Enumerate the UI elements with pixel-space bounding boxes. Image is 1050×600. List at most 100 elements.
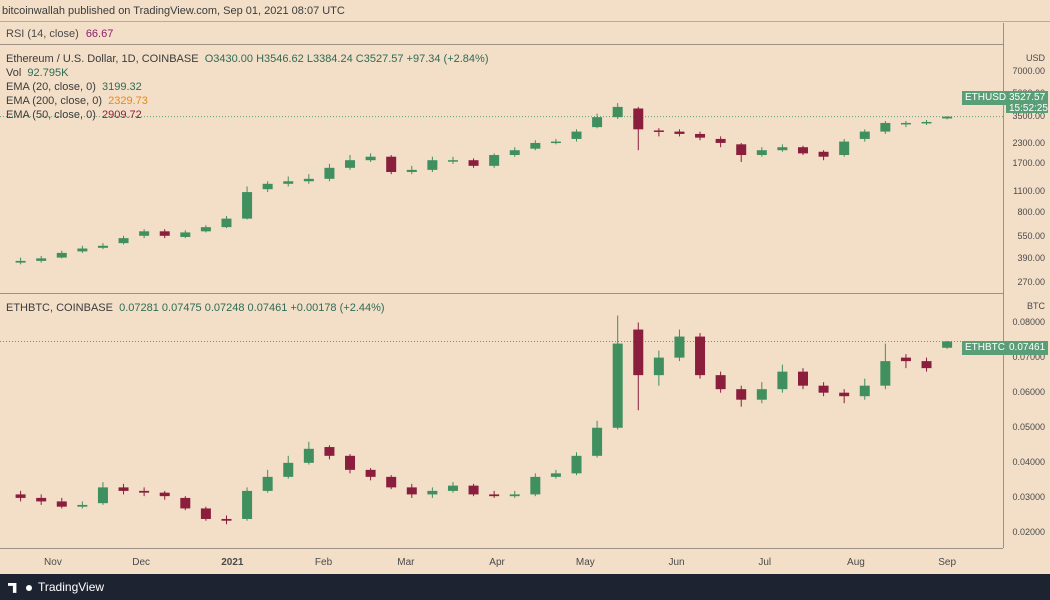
candle-body (509, 494, 520, 497)
candle (859, 378, 870, 400)
candle (715, 371, 726, 393)
candle-body (921, 121, 932, 124)
candle (592, 113, 603, 129)
candle-body (839, 141, 850, 156)
eth-ohlc: O3430.00 H3546.62 L3384.24 C3527.57 +97.… (204, 53, 489, 65)
rsi-legend[interactable]: RSI (14, close) 66.67 (0, 23, 1003, 45)
eth-btc-pane[interactable]: ETHBTC, COINBASE 0.07281 0.07475 0.07248… (0, 295, 1003, 548)
eth-title: Ethereum / U.S. Dollar, 1D, COINBASE (6, 53, 199, 65)
candle (530, 473, 541, 497)
candle (324, 445, 335, 460)
candle-body (859, 131, 870, 139)
candle (406, 165, 417, 175)
candle-body (139, 231, 150, 236)
x-tick-label: 2021 (221, 557, 244, 568)
eth-usd-price-axis[interactable]: 7000.005000.003500.002300.001700.001100.… (1003, 23, 1050, 295)
eth-usd-chart[interactable] (0, 46, 1003, 294)
candle (571, 129, 582, 142)
candle (489, 490, 500, 498)
ema200-label: EMA (200, close, 0) (6, 95, 102, 107)
candle (612, 103, 623, 120)
candle (715, 136, 726, 148)
x-tick-label: Jul (758, 557, 772, 568)
candle (942, 340, 953, 349)
candle-body (859, 385, 870, 397)
candle-body (365, 156, 376, 161)
candle (159, 490, 170, 500)
tradingview-footer[interactable]: TradingView (0, 574, 1050, 600)
candle (468, 483, 479, 497)
tradingview-brand: TradingView (38, 580, 105, 594)
candle-body (880, 122, 891, 132)
candle-body (15, 494, 26, 498)
candle (921, 357, 932, 372)
candle (633, 322, 644, 411)
candle-body (97, 245, 108, 248)
candle (242, 487, 253, 521)
candle-body (674, 131, 685, 134)
candle-body (797, 147, 808, 154)
eth-btc-price-axis[interactable]: BTC 0.08000 0.07000 0.06000 0.05000 0.04000 0… (1003, 295, 1050, 548)
candle-body (489, 494, 500, 497)
candle (345, 155, 356, 170)
candle (56, 250, 67, 259)
candle-body (283, 462, 294, 477)
x-tick-label: Dec (132, 557, 151, 568)
candle (447, 156, 458, 164)
tradingview-logo-dot-icon (26, 584, 32, 591)
candle-body (571, 131, 582, 139)
time-axis[interactable]: Nov Dec 2021 Feb Mar Apr May Jun Jul Aug Sep (0, 548, 1003, 574)
candle (880, 343, 891, 390)
btc-unit-label: BTC (1027, 301, 1045, 311)
candle (695, 333, 706, 379)
candle-body (406, 169, 417, 172)
candle-body (509, 150, 520, 156)
candle-body (221, 218, 232, 228)
candle (942, 116, 953, 120)
eth-btc-chart[interactable] (0, 295, 1003, 548)
candle-body (550, 141, 561, 144)
candle (756, 382, 767, 404)
candle (221, 515, 232, 525)
candle (777, 364, 788, 393)
candle-body (489, 155, 500, 166)
candle (900, 120, 911, 128)
ethusd-symbol-tag: ETHUSD (962, 91, 1010, 105)
candle-body (118, 487, 129, 491)
candle-body (592, 117, 603, 128)
candle-body (633, 108, 644, 130)
candle-body (242, 490, 253, 519)
ema20-value: 3199.32 (102, 81, 142, 93)
candle (550, 469, 561, 479)
x-tick-label: Nov (44, 557, 62, 568)
candle (695, 131, 706, 141)
candle (427, 487, 438, 498)
candle (118, 235, 129, 245)
candle (36, 255, 47, 263)
vol-value: 92.795K (27, 67, 69, 79)
ethusd-price-tag: 3527.57 15:52:25 (1006, 91, 1048, 114)
candle (303, 441, 314, 465)
candle (36, 494, 47, 505)
candle (242, 186, 253, 220)
candle (859, 129, 870, 142)
eth-usd-pane[interactable]: Ethereum / U.S. Dollar, 1D, COINBASE O34… (0, 46, 1003, 294)
candle (365, 468, 376, 481)
candle-body (612, 343, 623, 428)
candle-body (695, 336, 706, 376)
ethusd-countdown: 15:52:25 (1009, 103, 1048, 114)
candle-body (386, 156, 397, 172)
y-tick-label: 0.02000 (1012, 526, 1045, 537)
x-tick-label: Jun (668, 557, 685, 568)
candle-body (427, 490, 438, 495)
candle-body (36, 497, 47, 502)
y-tick-label: 270.00 (1017, 277, 1045, 288)
y-tick-label: 0.03000 (1012, 491, 1045, 502)
candle-body (468, 485, 479, 495)
candle (653, 350, 664, 386)
candle-body (139, 490, 150, 493)
candle-body (736, 144, 747, 156)
ethusd-last-price: 3527.57 (1009, 92, 1046, 103)
candle-body (283, 181, 294, 184)
y-tick-label: 2300.00 (1012, 138, 1045, 149)
